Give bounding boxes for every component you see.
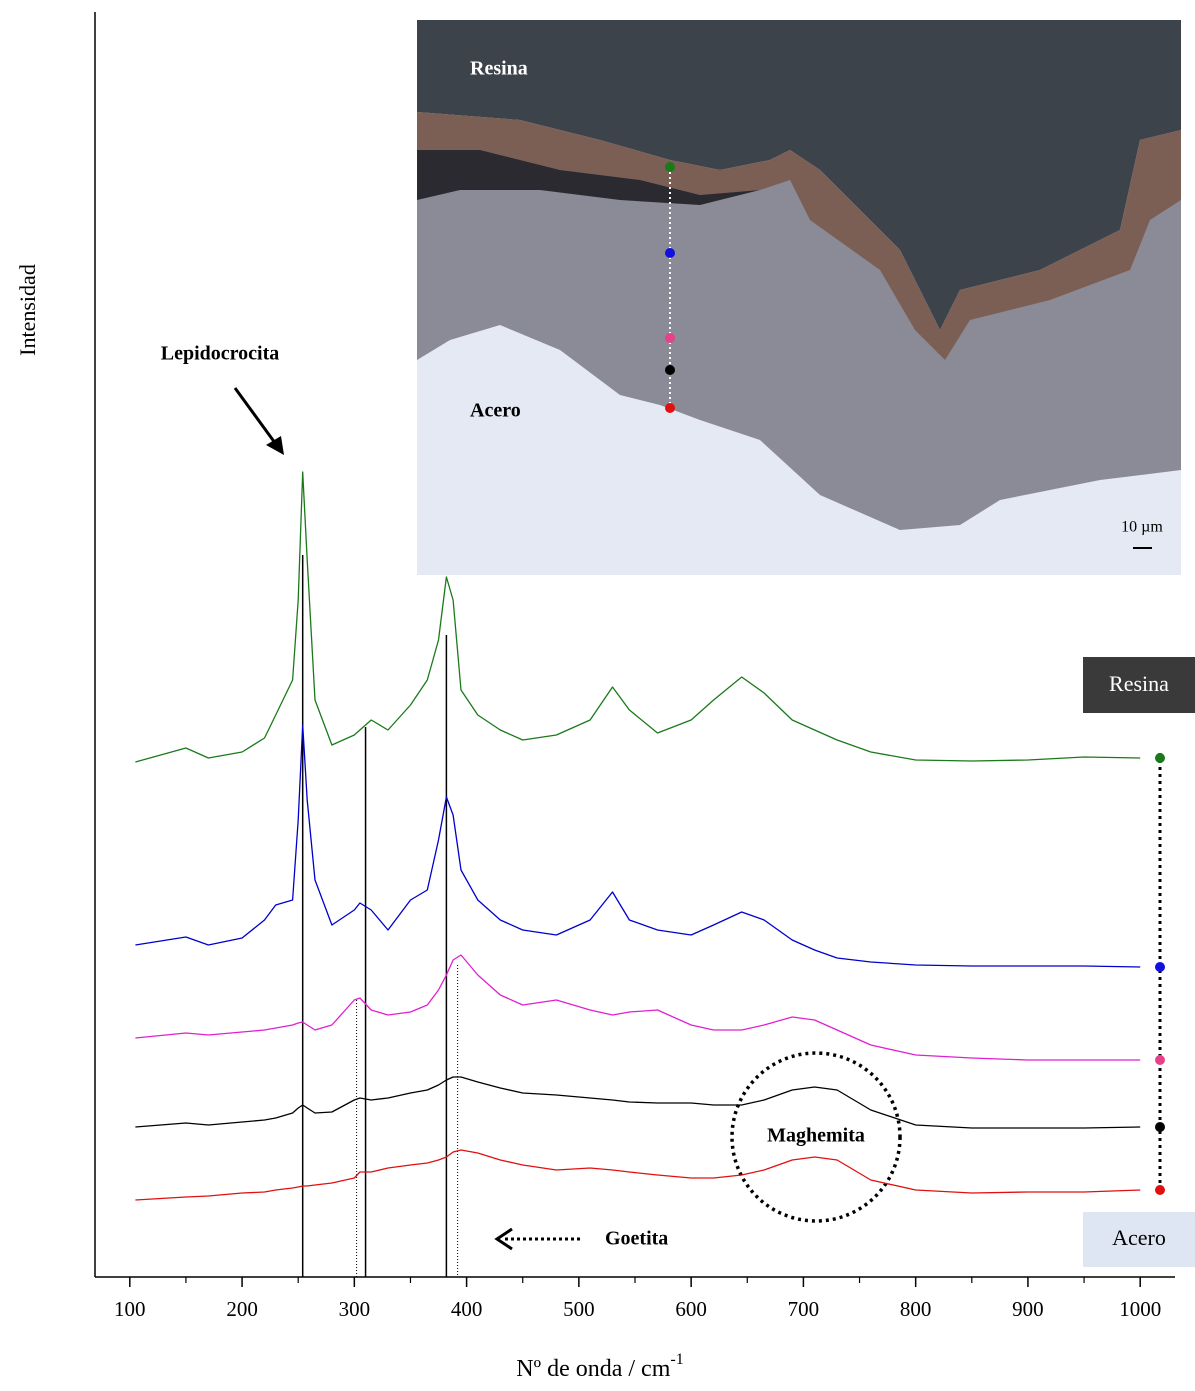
arrow: [494, 1227, 580, 1251]
depth-marker: [1155, 1055, 1165, 1065]
depth-marker: [1155, 1185, 1165, 1195]
inset-image: [417, 20, 1181, 575]
depth-marker: [1155, 753, 1165, 763]
side-label: Resina: [1109, 671, 1169, 696]
side-box: [1083, 1212, 1195, 1267]
x-tick-label: 700: [788, 1297, 820, 1321]
depth-marker: [1155, 1122, 1165, 1132]
arrow: [233, 387, 284, 455]
inset-label: Acero: [470, 400, 521, 422]
depth-marker: [1155, 962, 1165, 972]
x-tick-label: 100: [114, 1297, 146, 1321]
x-tick-label: 900: [1012, 1297, 1044, 1321]
y-axis-label: Intensidad: [15, 264, 40, 356]
x-tick-label: 800: [900, 1297, 932, 1321]
x-tick-label: 1000: [1119, 1297, 1161, 1321]
spectrum-line: [135, 954, 1141, 1061]
highlight-circle: [730, 1051, 902, 1223]
spectrum-line: [135, 1149, 1141, 1201]
x-tick-label: 600: [675, 1297, 707, 1321]
x-tick-label: 400: [451, 1297, 483, 1321]
scale-label: 10 µm: [1121, 519, 1163, 536]
spectrum-line: [135, 471, 1141, 763]
x-axis-label: Nº de onda / cm-1: [516, 1351, 683, 1382]
side-label: Acero: [1112, 1225, 1166, 1250]
x-tick-label: 500: [563, 1297, 595, 1321]
spectrum-line: [135, 724, 1141, 968]
inset-label: Resina: [470, 58, 528, 80]
x-axis-label-sup: -1: [670, 1351, 683, 1368]
annotation: Maghemita: [767, 1125, 865, 1147]
annotation: Goetita: [605, 1228, 668, 1250]
side-box: [1083, 657, 1195, 713]
spectrum-line: [135, 1076, 1141, 1129]
x-tick-label: 300: [339, 1297, 371, 1321]
x-tick-label: 200: [226, 1297, 258, 1321]
x-axis-label-text: Nº de onda / cm: [516, 1356, 670, 1382]
annotation: Lepidocrocita: [161, 343, 280, 365]
